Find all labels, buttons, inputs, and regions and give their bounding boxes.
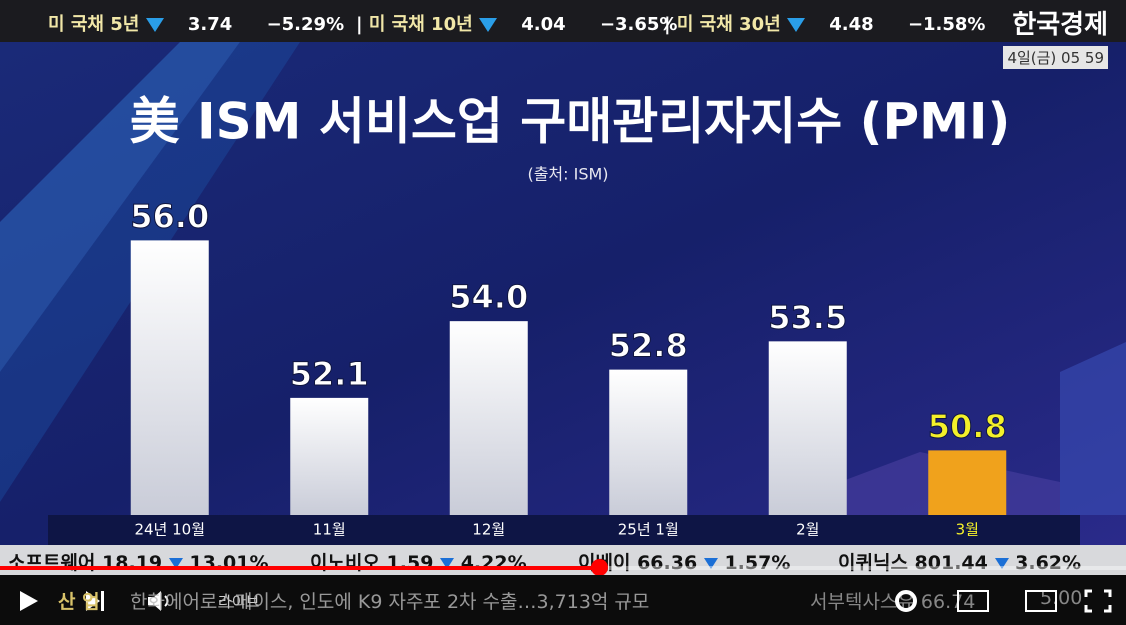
value-label: 54.0 xyxy=(449,278,528,316)
bar xyxy=(768,341,847,515)
player-buttons[interactable] xyxy=(892,587,1122,615)
bond-price: 4.04 xyxy=(521,14,566,35)
scrubber[interactable] xyxy=(591,559,608,576)
progress-rest[interactable] xyxy=(600,566,1126,570)
bond-change: −3.65% xyxy=(599,14,678,35)
news-headline: 한화에어로스페이스, 인도에 K9 자주포 2차 수출…3,713억 규모 xyxy=(130,591,650,613)
down-icon xyxy=(478,18,497,32)
bond-ticker: 미 국채 5년 3.74 −5.29% | 미 국채 10년 4.04 −3.6… xyxy=(0,0,1126,42)
x-tick-label: 12월 xyxy=(472,521,505,539)
stock-change: 13.01% xyxy=(189,552,269,574)
stock-name: 소프트웨어 xyxy=(8,552,96,574)
stock-change: 1.57% xyxy=(724,552,791,574)
category-band xyxy=(48,515,1080,545)
stock-price: 66.36 xyxy=(637,552,698,574)
decor xyxy=(1060,342,1126,515)
bond-price: 3.74 xyxy=(187,14,233,35)
bond-change: −5.29% xyxy=(266,14,345,35)
chart-subtitle: (출처: ISM) xyxy=(527,165,608,184)
stock-name: 이퀴닉스 xyxy=(838,552,908,574)
value-label: 52.1 xyxy=(290,355,369,393)
live-label[interactable]: 라이브 xyxy=(218,593,260,611)
bond: | 미 국채 30년 4.48 −1.58% xyxy=(664,14,986,35)
bar xyxy=(928,450,1007,515)
logo: 한국경제 xyxy=(1012,10,1108,40)
bar xyxy=(290,397,369,515)
down-icon xyxy=(168,558,183,569)
bond-name: 미 국채 10년 xyxy=(368,14,473,35)
bar xyxy=(609,369,688,515)
value-label: 53.5 xyxy=(768,298,847,336)
stock-price: 1.59 xyxy=(386,552,434,574)
news-section: 산 업 xyxy=(58,591,100,613)
stock: 이베이 66.36 1.57% xyxy=(578,548,790,575)
bond: | 미 국채 10년 4.04 −3.65% xyxy=(356,14,678,35)
bond-price: 4.48 xyxy=(829,14,874,35)
bond-name: 미 국채 30년 xyxy=(676,14,781,35)
down-icon xyxy=(703,558,718,569)
stock: 이노비오 1.59 4.22% xyxy=(310,548,527,575)
player-controls: 산 업 라이브 한화에어로스페이스, 인도에 K9 자주포 2차 수출…3,71… xyxy=(0,575,1126,625)
decor xyxy=(0,42,240,372)
bond-name: 미 국채 5년 xyxy=(48,14,140,35)
x-tick-label: 11월 xyxy=(313,521,346,539)
stock-change: 3.62% xyxy=(1015,552,1082,574)
volume-button[interactable] xyxy=(146,589,174,613)
progress-bar[interactable] xyxy=(0,566,600,570)
x-tick-label: 3월 xyxy=(956,521,979,539)
x-tick-label: 25년 1월 xyxy=(618,521,679,539)
down-icon xyxy=(440,558,455,569)
stock-ticker: 소프트웨어 18.19 13.01% 이노비오 1.59 4.22% 이베이 6… xyxy=(0,545,1126,575)
bond: 미 국채 5년 3.74 −5.29% xyxy=(48,10,344,36)
x-tick-label: 2월 xyxy=(796,521,819,539)
value-label: 56.0 xyxy=(130,197,209,235)
bar xyxy=(449,321,528,515)
x-tick-label: 24년 10월 xyxy=(134,521,205,539)
date: 4일(금) 05 59 xyxy=(1003,46,1108,69)
bar xyxy=(130,240,209,515)
chart-title: 美 ISM 서비스업 구매관리자지수 (PMI) xyxy=(130,93,1011,151)
news-side: 서부텍사스유 66.74 xyxy=(810,591,976,613)
down-icon xyxy=(994,558,1009,569)
stock-price: 18.19 xyxy=(102,552,163,574)
bond-change: −1.58% xyxy=(907,14,986,35)
play-controls[interactable] xyxy=(18,589,108,613)
value-label: 52.8 xyxy=(609,327,688,365)
stock-price: 801.44 xyxy=(914,552,988,574)
stock: 소프트웨어 18.19 13.01% xyxy=(8,548,269,575)
chart: 美 ISM 서비스업 구매관리자지수 (PMI) (출처: ISM) 56.0 2… xyxy=(0,42,1126,545)
value-label: 50.8 xyxy=(928,407,1007,445)
stock-change: 4.22% xyxy=(460,552,527,574)
stock: 이퀴닉스 801.44 3.62% xyxy=(838,548,1081,575)
down-icon xyxy=(786,18,805,32)
news-side-change: 5.00 xyxy=(1040,587,1083,609)
stock-name: 이노비오 xyxy=(310,552,380,574)
down-icon xyxy=(145,18,164,32)
